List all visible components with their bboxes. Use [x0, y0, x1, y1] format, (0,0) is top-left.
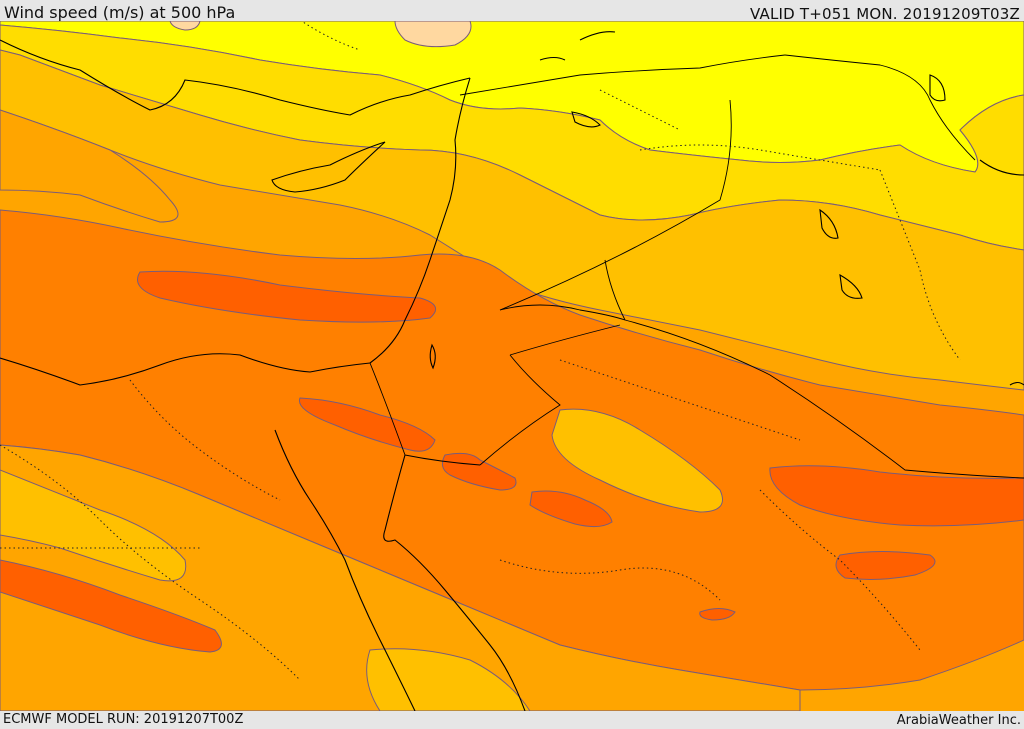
wind-band-pale-patch-small: [169, 21, 201, 31]
wind-jet-southeast: [835, 551, 936, 580]
wind-jet-east: [769, 465, 1024, 527]
political-borders: [369, 54, 1024, 479]
footer-bar: ECMWF MODEL RUN: 20191207T00Z ArabiaWeat…: [0, 711, 1024, 729]
wind-jet-west: [137, 270, 437, 323]
coastlines: [0, 31, 1024, 711]
wind-jet-arabia: [529, 490, 613, 528]
wind-band-orange-north: [0, 109, 179, 223]
wind-jet-central: [441, 452, 517, 491]
model-run-label: ECMWF MODEL RUN: 20191207T00Z: [3, 712, 244, 727]
wind-band-lightorange-east: [551, 408, 723, 513]
wind-jet-small: [699, 608, 736, 621]
admin-borders: [0, 21, 961, 681]
valid-time-label: VALID T+051 MON. 20191209T03Z: [750, 5, 1020, 23]
wind-band-pale-patch: [394, 21, 472, 48]
credit-label: ArabiaWeather Inc.: [896, 713, 1021, 728]
wind-speed-map[interactable]: [0, 21, 1024, 711]
wind-band-lightorange: [0, 49, 1024, 391]
map-title: Wind speed (m/s) at 500 hPa: [4, 3, 236, 22]
wind-jet-southwest: [0, 559, 222, 653]
map-canvas: [0, 21, 1024, 711]
wind-jet-sinai: [298, 397, 436, 452]
title-bar: Wind speed (m/s) at 500 hPa VALID T+051 …: [0, 0, 1024, 23]
